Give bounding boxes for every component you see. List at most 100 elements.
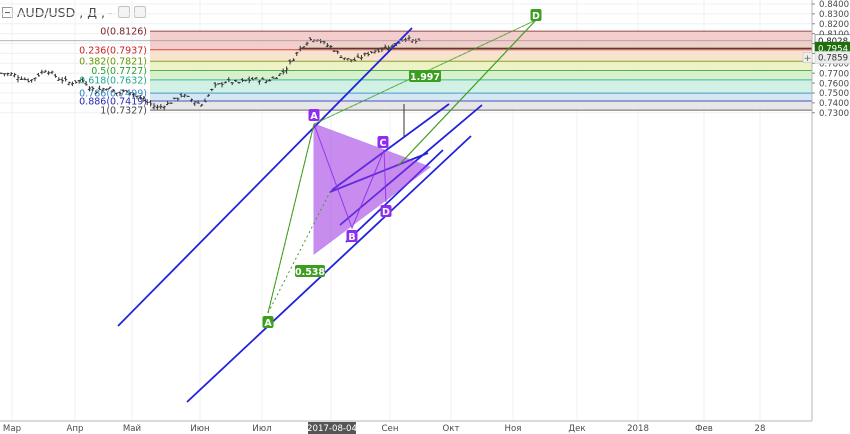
ohlc-bar <box>142 96 146 102</box>
ohlc-bar <box>203 98 207 103</box>
legend-dash: - <box>107 4 113 20</box>
ohlc-bar <box>60 77 64 84</box>
x-tick-label: Июл <box>252 424 271 434</box>
ohlc-bar <box>9 72 13 76</box>
ohlc-bar <box>261 77 265 80</box>
ohlc-bar <box>285 66 289 74</box>
x-tick-label: Мар <box>3 424 21 434</box>
ohlc-bar <box>176 97 180 102</box>
bull-ratio-ab[interactable]: 0.538 <box>295 265 325 278</box>
bull-leg-cd[interactable] <box>397 19 537 167</box>
x-tick-label: Июн <box>190 424 209 434</box>
ohlc-bar <box>240 78 244 83</box>
ohlc-bar <box>257 80 261 85</box>
bear-point-c-text: C <box>380 138 387 149</box>
ohlc-bar <box>308 37 312 41</box>
settings-icon[interactable] <box>133 6 146 18</box>
bear-point-a[interactable]: A <box>308 109 320 122</box>
ohlc-bar <box>196 100 200 104</box>
ohlc-bar <box>230 82 234 86</box>
triangle-pattern[interactable] <box>313 123 432 255</box>
ohlc-bar <box>70 81 74 87</box>
ohlc-bar <box>135 95 139 100</box>
ohlc-bar <box>13 72 17 78</box>
ohlc-bar <box>295 51 299 57</box>
eye-icon[interactable] <box>117 6 130 18</box>
bull-point-a[interactable]: A <box>262 316 274 329</box>
ohlc-bar <box>91 86 95 92</box>
bear-point-b[interactable]: B <box>346 230 358 243</box>
bull-point-d[interactable]: D <box>530 9 542 22</box>
ohlc-bar <box>43 69 47 73</box>
ohlc-bar <box>19 76 23 81</box>
fibonacci-retracement[interactable]: 0(0.8126) 0.236(0.7937)0.382(0.7821)0.5(0… <box>79 27 812 117</box>
y-tick-label: 0.7600 <box>819 79 849 89</box>
ohlc-bar <box>149 100 153 107</box>
ohlc-bar <box>404 37 408 43</box>
ohlc-bar <box>36 72 40 77</box>
ohlc-bar <box>200 103 204 107</box>
ohlc-bar <box>87 85 91 92</box>
harmonic-patterns[interactable]: A D 0.538 1.997 A B C D <box>262 9 542 329</box>
add-alert-button[interactable]: + <box>802 52 813 64</box>
bear-point-a-box <box>308 109 320 121</box>
ohlc-bar <box>50 70 54 75</box>
ohlc-bar <box>145 99 149 106</box>
symbol-label: AUD/USD <box>17 4 76 20</box>
ohlc-bar <box>220 81 224 88</box>
ohlc-bar <box>332 49 336 52</box>
channel-lower-line[interactable] <box>186 135 472 403</box>
x-tick-label: Сен <box>382 424 399 434</box>
ohlc-bar <box>206 94 210 97</box>
ohlc-bar <box>373 49 377 54</box>
bull-leg-xa[interactable] <box>267 123 315 314</box>
fib-level-label: 0.786(0.7499) <box>79 89 147 100</box>
channel-upper-line[interactable] <box>117 27 413 327</box>
fib-band <box>150 70 812 80</box>
ohlc-bar <box>349 59 353 63</box>
ohlc-bar <box>254 77 258 80</box>
ohlc-bar <box>274 76 278 79</box>
ohlc-bar <box>186 95 190 97</box>
bull-ratio-ad[interactable]: 1.997 <box>409 70 441 83</box>
ohlc-bar <box>359 55 363 61</box>
bull-ratio-ab-box <box>295 265 325 277</box>
symbol-separator: , <box>79 4 84 20</box>
x-tick-label: Ноя <box>505 424 522 434</box>
bull-ratio-ad-box <box>409 70 441 82</box>
bear-point-d[interactable]: D <box>380 205 392 218</box>
ohlc-bar <box>16 74 20 83</box>
ohlc-bar <box>23 77 27 81</box>
ohlc-bar <box>342 57 346 61</box>
ohlc-bar <box>166 101 170 106</box>
ohlc-bar <box>101 87 105 92</box>
ohlc-bar <box>77 79 81 84</box>
fib-level-label: 0.5(0.7727) <box>91 66 147 77</box>
bear-point-b-text: B <box>348 232 355 243</box>
ohlc-bar <box>172 97 176 100</box>
ohlc-bar <box>247 76 251 84</box>
x-tick-label: 2018 <box>627 424 649 434</box>
ohlc-bar <box>118 91 122 97</box>
ohlc-bar <box>111 88 115 93</box>
ohlc-bar <box>121 89 125 93</box>
ohlc-bar <box>281 68 285 75</box>
price-badge-text: 0.7859 <box>818 54 848 64</box>
ohlc-bar <box>6 72 10 77</box>
ohlc-bar <box>325 43 329 48</box>
ohlc-bar <box>115 92 119 96</box>
ohlc-bar <box>138 95 142 100</box>
ohlc-bar <box>47 70 51 76</box>
x-tick-label: Фев <box>695 424 713 434</box>
bull-point-a-box <box>262 316 274 328</box>
interval-label: Д <box>87 4 97 20</box>
ohlc-bar <box>2 73 6 77</box>
ohlc-bar <box>244 79 248 82</box>
ohlc-bar <box>291 58 295 62</box>
ohlc-bar <box>104 88 108 91</box>
fib-level-label: 0.886(0.7419) <box>79 96 147 107</box>
ohlc-bar <box>336 50 340 55</box>
bear-point-c[interactable]: C <box>377 136 389 149</box>
abcd-bear-path[interactable] <box>313 123 387 230</box>
